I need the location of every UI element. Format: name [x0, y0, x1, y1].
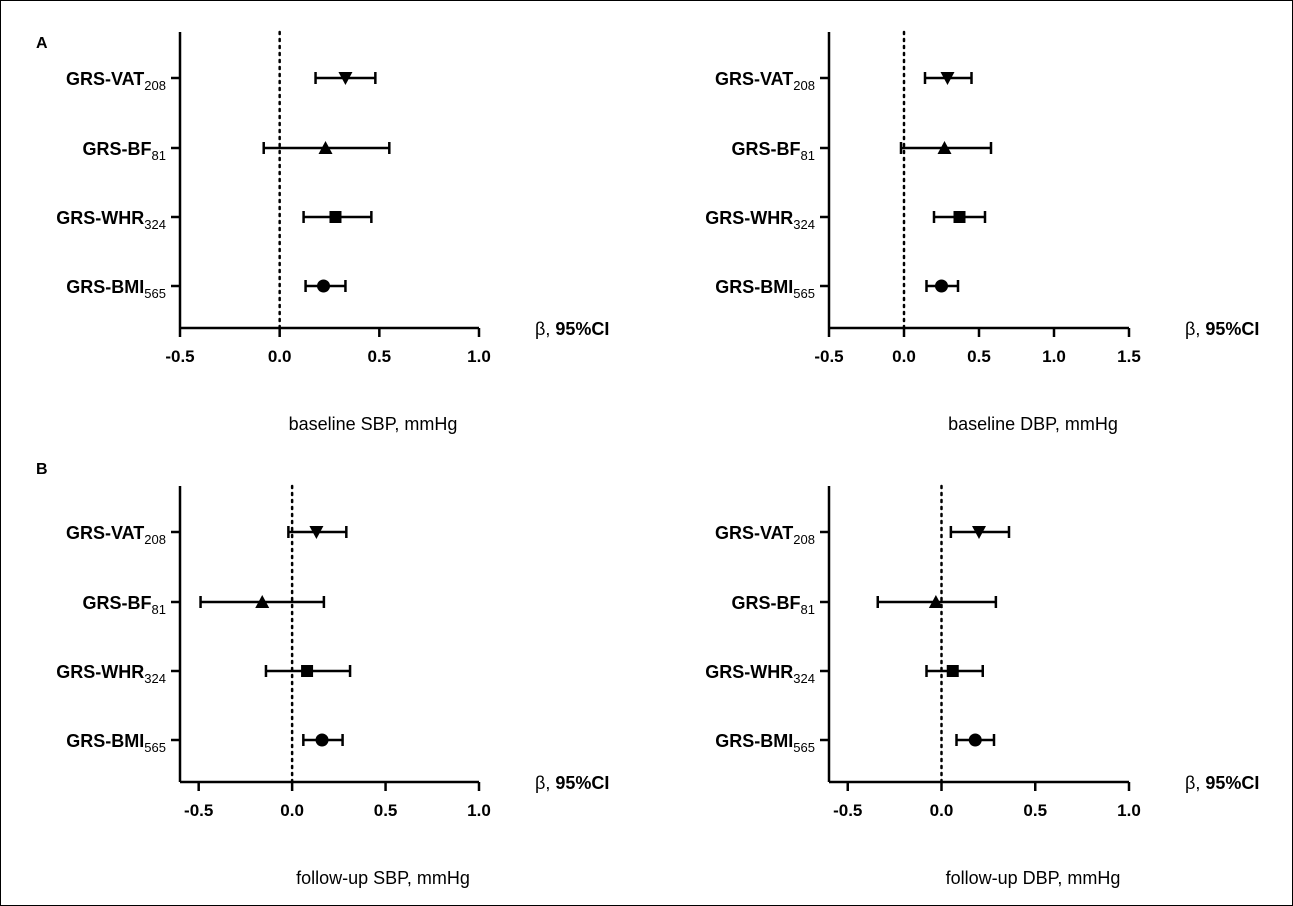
x-tick-label: 1.0: [467, 347, 491, 366]
row-label-name: GRS-VAT: [66, 523, 144, 543]
effect-label: β, 95%CI: [1185, 319, 1259, 339]
row-label: GRS-BMI565: [66, 731, 166, 755]
forest-panel-1: A -0.5 0.0 0.5 1.0 GRS-VAT208 GRS-BF81 GRS-WHR3…: [36, 32, 609, 434]
x-tick-label: 0.0: [280, 801, 304, 820]
x-tick-label: 1.0: [1117, 801, 1141, 820]
x-tick-label: -0.5: [814, 347, 843, 366]
row-label: GRS-WHR324: [56, 208, 166, 232]
x-axis-title: follow-up SBP, mmHg: [296, 868, 470, 888]
marker-circle: [316, 734, 329, 747]
x-tick-label: -0.5: [165, 347, 194, 366]
marker-square: [947, 665, 959, 677]
row-label: GRS-VAT208: [66, 523, 166, 547]
row-label: GRS-WHR324: [705, 662, 815, 686]
effect-label-symbol: β,: [535, 773, 555, 793]
row-label-name: GRS-BMI: [66, 277, 144, 297]
effect-label-ci: 95%CI: [1205, 773, 1259, 793]
x-axis-title: follow-up DBP, mmHg: [946, 868, 1121, 888]
row-label-subscript: 565: [793, 286, 815, 301]
forest-panel-2: -0.5 0.0 0.5 1.0 1.5 GRS-VAT208 GRS-BF81 GRS-WH…: [705, 32, 1259, 434]
row-label-subscript: 81: [152, 602, 166, 617]
row-label-name: GRS-BF: [83, 139, 152, 159]
row-label-name: GRS-BMI: [715, 277, 793, 297]
effect-label-symbol: β,: [1185, 773, 1205, 793]
x-tick-label: 0.5: [1023, 801, 1047, 820]
x-tick-label: 1.5: [1117, 347, 1141, 366]
panel-letter: A: [36, 35, 48, 52]
marker-square: [954, 211, 966, 223]
marker-square: [329, 211, 341, 223]
x-tick-label: -0.5: [833, 801, 862, 820]
row-label-subscript: 81: [801, 602, 815, 617]
effect-label-symbol: β,: [1185, 319, 1205, 339]
row-label-subscript: 565: [144, 286, 166, 301]
x-tick-label: 1.0: [1042, 347, 1066, 366]
row-label: GRS-WHR324: [705, 208, 815, 232]
row-label: GRS-BF81: [732, 593, 815, 617]
row-label-subscript: 81: [801, 148, 815, 163]
x-tick-label: 1.0: [467, 801, 491, 820]
effect-label: β, 95%CI: [1185, 773, 1259, 793]
row-label-name: GRS-BF: [83, 593, 152, 613]
row-label: GRS-BF81: [83, 139, 166, 163]
row-label-name: GRS-WHR: [56, 208, 144, 228]
row-label-subscript: 324: [144, 217, 166, 232]
row-label-name: GRS-WHR: [56, 662, 144, 682]
effect-label: β, 95%CI: [535, 773, 609, 793]
x-tick-label: 0.0: [892, 347, 916, 366]
x-tick-label: -0.5: [184, 801, 213, 820]
row-label: GRS-BF81: [732, 139, 815, 163]
row-label-subscript: 208: [793, 532, 815, 547]
row-label: GRS-WHR324: [56, 662, 166, 686]
effect-label-ci: 95%CI: [555, 319, 609, 339]
forest-panel-3: B -0.5 0.0 0.5 1.0 GRS-VAT208 GRS-BF81 GRS-WHR3…: [36, 461, 609, 888]
x-tick-label: 0.0: [930, 801, 954, 820]
row-label: GRS-BF81: [83, 593, 166, 617]
row-label: GRS-VAT208: [66, 69, 166, 93]
row-label: GRS-BMI565: [715, 277, 815, 301]
row-label-name: GRS-VAT: [715, 523, 793, 543]
x-tick-label: 0.5: [368, 347, 392, 366]
row-label-name: GRS-BF: [732, 593, 801, 613]
row-label-name: GRS-BMI: [715, 731, 793, 751]
x-axis-title: baseline DBP, mmHg: [948, 414, 1118, 434]
row-label: GRS-BMI565: [715, 731, 815, 755]
effect-label-symbol: β,: [535, 319, 555, 339]
marker-circle: [969, 734, 982, 747]
effect-label: β, 95%CI: [535, 319, 609, 339]
row-label-subscript: 565: [793, 740, 815, 755]
x-tick-label: 0.5: [967, 347, 991, 366]
forest-panel-4: -0.5 0.0 0.5 1.0 GRS-VAT208 GRS-BF81 GRS-WHR32…: [705, 486, 1259, 888]
effect-label-ci: 95%CI: [555, 773, 609, 793]
row-label: GRS-VAT208: [715, 523, 815, 547]
effect-label-ci: 95%CI: [1205, 319, 1259, 339]
row-label-subscript: 81: [152, 148, 166, 163]
row-label-name: GRS-WHR: [705, 208, 793, 228]
row-label-subscript: 208: [144, 532, 166, 547]
marker-circle: [317, 280, 330, 293]
row-label-name: GRS-BF: [732, 139, 801, 159]
x-axis-title: baseline SBP, mmHg: [289, 414, 458, 434]
row-label-name: GRS-WHR: [705, 662, 793, 682]
row-label-subscript: 208: [793, 78, 815, 93]
row-label: GRS-BMI565: [66, 277, 166, 301]
row-label-name: GRS-BMI: [66, 731, 144, 751]
marker-circle: [935, 280, 948, 293]
panel-letter: B: [36, 461, 48, 478]
row-label-subscript: 324: [144, 671, 166, 686]
row-label-name: GRS-VAT: [66, 69, 144, 89]
row-label-subscript: 324: [793, 217, 815, 232]
row-label-subscript: 565: [144, 740, 166, 755]
x-tick-label: 0.5: [374, 801, 398, 820]
x-tick-label: 0.0: [268, 347, 292, 366]
row-label: GRS-VAT208: [715, 69, 815, 93]
row-label-name: GRS-VAT: [715, 69, 793, 89]
row-label-subscript: 208: [144, 78, 166, 93]
marker-square: [301, 665, 313, 677]
row-label-subscript: 324: [793, 671, 815, 686]
